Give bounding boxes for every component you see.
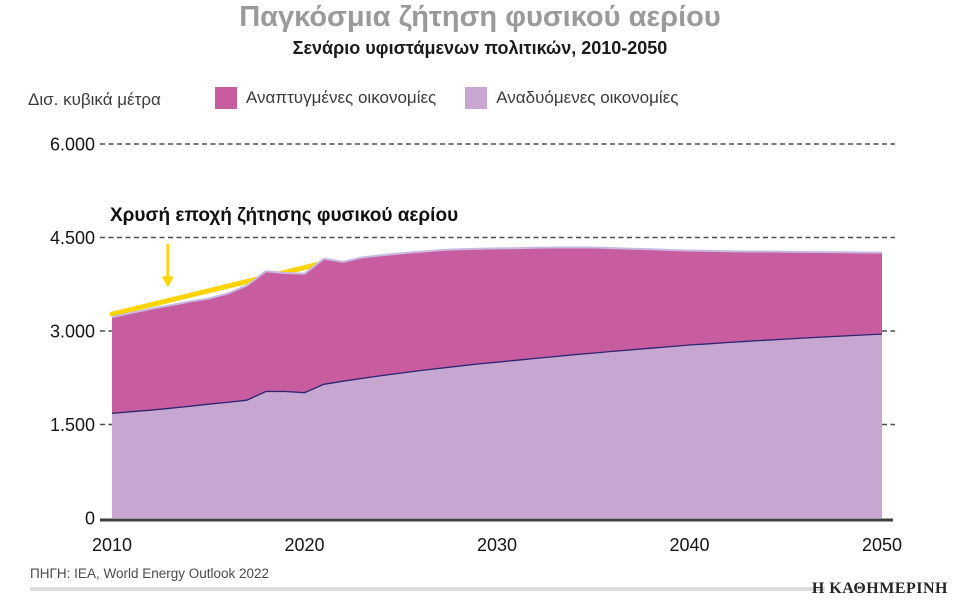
x-axis-line [100,518,893,522]
x-tick-label: 2030 [477,535,517,555]
legend-item-developed: Αναπτυγμένες οικονομίες [215,87,436,109]
y-tick-label: 6.000 [50,135,95,155]
brand-logo: Η ΚΑΘΗΜΕΡΙΝΗ [811,580,948,597]
legend-label-emerging: Αναδυόμενες οικονομίες [496,88,679,107]
x-tick-label: 2040 [669,535,709,555]
page-subtitle: Σενάριο υφιστάμενων πολιτικών, 2010-2050 [292,38,668,58]
source-note: ΠΗΓΗ: IEA, World Energy Outlook 2022 [30,566,270,581]
x-tick-label: 2010 [92,535,132,555]
legend-swatch-emerging-icon [465,87,488,109]
legend-item-emerging: Αναδυόμενες οικονομίες [465,87,678,109]
total-demand-edge-line [111,246,883,318]
y-tick-label: 0 [85,509,95,529]
footer-divider [30,587,825,591]
x-tick-label: 2020 [284,535,324,555]
area-emerging-economies [112,334,882,518]
y-tick-label: 1.500 [50,415,95,435]
golden-age-annotation: Χρυσή εποχή ζήτησης φυσικού αερίου [110,205,459,226]
x-tick-label: 2050 [862,535,902,555]
y-tick-label: 4.500 [50,228,95,248]
golden-age-trend-line [109,259,329,317]
legend-swatch-developed-icon [215,87,237,109]
y-axis-unit-label: Δισ. κυβικά μέτρα [28,90,161,109]
legend-label-developed: Αναπτυγμένες οικονομίες [246,88,437,107]
chart-legend: Αναπτυγμένες οικονομίες Αναδυόμενες οικο… [215,87,678,109]
series-boundary-line [111,333,883,414]
y-tick-label: 3.000 [50,322,95,342]
annotation-arrowhead-icon [161,276,174,288]
page-title: Παγκόσμια ζήτηση φυσικού αερίου [239,1,721,33]
area-developed-economies [112,247,882,414]
